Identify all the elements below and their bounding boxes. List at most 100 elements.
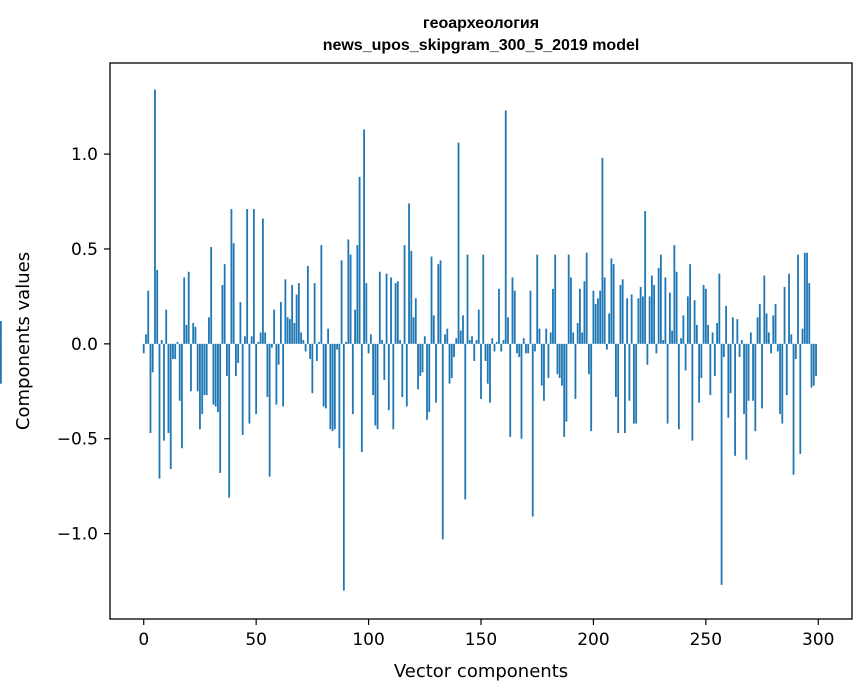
bar [309, 343, 312, 360]
bar [543, 343, 545, 401]
plot-frame [109, 62, 853, 620]
bar [342, 343, 345, 591]
bar [374, 343, 377, 426]
bar [707, 324, 709, 344]
bar [410, 250, 413, 344]
bar [172, 343, 174, 360]
bar [684, 343, 687, 371]
bar [304, 343, 307, 352]
bar [165, 309, 168, 344]
bar [531, 343, 534, 517]
bar [626, 298, 629, 344]
bar [241, 343, 244, 435]
bar [556, 343, 559, 375]
bar [572, 332, 575, 344]
bar [486, 343, 489, 384]
bar [666, 343, 669, 424]
bar [545, 328, 548, 344]
bar [444, 334, 446, 344]
bar [785, 343, 788, 396]
bar [574, 343, 577, 399]
bar [561, 343, 563, 386]
x-tick-label: 100 [352, 630, 384, 650]
bar [482, 254, 485, 344]
bar [345, 341, 347, 344]
y-tick-label: 0.5 [71, 240, 98, 260]
bar [439, 260, 442, 344]
y-tick-label: −1.0 [57, 525, 98, 545]
chart-title: геоархеология [423, 15, 539, 32]
bar [178, 343, 181, 401]
bar [686, 296, 689, 344]
bar [797, 254, 799, 344]
bar [329, 343, 332, 430]
bar [441, 343, 444, 540]
bar [237, 343, 240, 363]
bar [633, 343, 635, 424]
bar [365, 283, 368, 344]
bar [291, 285, 294, 344]
bar [185, 324, 188, 344]
bar [722, 343, 725, 358]
y-axis-ticks: 1.0 0.5 0.0 −0.5 −1.0 [57, 145, 110, 545]
bar [637, 298, 640, 344]
bar [199, 343, 201, 430]
bar [282, 343, 285, 407]
bar [792, 343, 795, 475]
bar [754, 343, 757, 432]
bar [558, 343, 561, 379]
x-tick-label: 0 [138, 630, 149, 650]
bar [239, 302, 242, 344]
x-tick-label: 300 [802, 630, 834, 650]
bar [736, 319, 739, 344]
bar [432, 315, 435, 344]
bar [351, 343, 354, 415]
bar [765, 313, 768, 344]
bar [668, 292, 671, 344]
bar [500, 343, 503, 352]
bar [635, 343, 638, 424]
bar [585, 252, 588, 344]
bar [606, 343, 608, 350]
bar [594, 304, 597, 344]
bar [729, 343, 732, 394]
bar [718, 273, 721, 344]
bar [367, 343, 370, 354]
bar [279, 302, 282, 344]
bar [354, 309, 356, 344]
bar [731, 317, 734, 344]
bar [698, 343, 700, 403]
bar [547, 343, 550, 379]
bar [502, 340, 505, 344]
bar [372, 343, 374, 396]
bar [196, 343, 199, 392]
bar [680, 338, 683, 344]
bar [401, 343, 404, 397]
bar [725, 305, 727, 344]
bar [619, 285, 622, 344]
bar [405, 343, 408, 407]
bar [288, 319, 291, 344]
bar [758, 304, 761, 344]
bar [662, 340, 665, 344]
bar [554, 254, 557, 344]
bar [583, 281, 586, 344]
bar [747, 343, 750, 401]
bar [738, 343, 741, 358]
bar [151, 343, 154, 373]
bar [349, 254, 352, 344]
bar [779, 343, 781, 415]
bar [511, 277, 514, 344]
bar [250, 336, 253, 344]
bar [628, 343, 631, 401]
bar [783, 286, 786, 344]
bar [695, 324, 698, 344]
bar [264, 332, 267, 344]
bar [493, 343, 496, 352]
bar [302, 340, 305, 344]
bar [244, 336, 246, 344]
bar [475, 340, 478, 344]
bar [338, 343, 341, 449]
bar [525, 343, 527, 354]
bar [181, 343, 183, 449]
